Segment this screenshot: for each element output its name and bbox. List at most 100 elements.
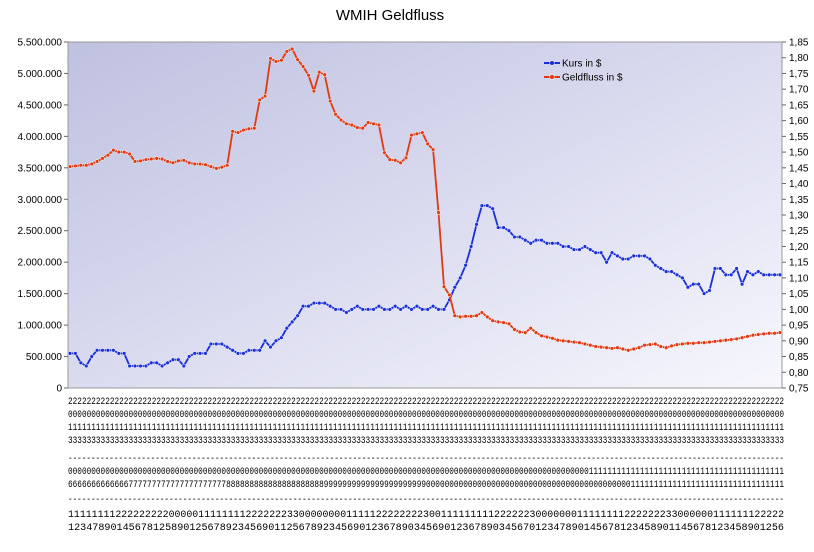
right-tick-label: 1,40	[789, 179, 809, 190]
data-point	[664, 269, 669, 274]
data-point	[577, 340, 582, 345]
data-point	[284, 326, 289, 331]
data-point	[761, 331, 766, 337]
data-point	[273, 59, 279, 64]
data-point	[588, 247, 593, 252]
data-point	[268, 56, 273, 61]
data-point	[593, 250, 598, 255]
data-point	[756, 332, 761, 337]
data-point	[642, 343, 647, 348]
data-point	[127, 151, 132, 157]
right-tick-label: 1,75	[789, 69, 809, 80]
data-point	[67, 351, 73, 356]
data-point	[653, 341, 658, 347]
data-point	[382, 150, 387, 155]
data-point	[344, 310, 349, 315]
data-point	[718, 338, 723, 343]
data-point	[636, 253, 642, 259]
data-point	[544, 334, 550, 340]
data-point	[609, 250, 615, 255]
data-point	[436, 210, 441, 215]
data-point	[181, 363, 186, 369]
data-point	[311, 300, 317, 306]
data-point	[734, 266, 739, 271]
data-point	[225, 163, 230, 168]
data-point	[598, 250, 604, 255]
data-point	[122, 149, 127, 155]
data-point	[100, 348, 105, 353]
data-point	[718, 266, 723, 271]
data-point	[636, 345, 642, 350]
data-point	[669, 343, 674, 349]
data-point	[414, 304, 420, 309]
left-tick-label: 500.000	[26, 352, 63, 363]
left-tick-label: 5.500.000	[18, 38, 63, 49]
data-point	[674, 342, 680, 347]
data-point	[322, 72, 327, 77]
data-point	[523, 330, 528, 335]
right-tick-label: 1,80	[789, 53, 809, 64]
data-point	[333, 307, 338, 312]
data-point	[89, 354, 94, 359]
data-point	[208, 341, 214, 347]
data-point	[485, 314, 490, 320]
right-tick-label: 1,55	[789, 132, 809, 143]
data-point	[387, 157, 392, 162]
right-tick-label: 0,85	[789, 352, 809, 363]
right-tick-label: 1,00	[789, 305, 809, 316]
data-point	[176, 357, 181, 362]
data-point	[615, 345, 620, 350]
data-point	[328, 98, 333, 104]
data-point	[701, 340, 707, 345]
data-point	[317, 300, 322, 306]
data-point	[550, 241, 555, 246]
data-point	[712, 266, 718, 271]
data-point	[349, 307, 354, 312]
right-tick-label: 0,80	[789, 368, 809, 379]
left-tick-label: 4.500.000	[18, 100, 63, 111]
data-point	[300, 64, 306, 69]
data-point	[653, 263, 658, 268]
data-point	[73, 163, 78, 169]
left-tick-label: 0	[56, 384, 62, 395]
plot-area	[67, 41, 783, 389]
data-point	[241, 351, 246, 356]
data-point	[691, 282, 696, 287]
legend: Kurs in $ Geldfluss in $	[544, 59, 623, 84]
data-point	[544, 241, 550, 246]
data-point	[94, 159, 100, 164]
data-point	[642, 253, 647, 259]
data-point	[696, 282, 701, 287]
data-point	[268, 344, 273, 350]
data-point	[539, 238, 544, 243]
data-point	[111, 348, 116, 353]
data-point	[474, 313, 479, 318]
data-point	[409, 132, 414, 138]
data-point	[154, 156, 159, 161]
x-label-row: 1234789014567812589012567892345690112567…	[68, 523, 784, 534]
data-point	[333, 112, 338, 117]
data-point	[452, 313, 457, 318]
chart-title: WMIH Geldfluss	[336, 7, 444, 24]
data-point	[165, 159, 170, 164]
data-point	[149, 360, 154, 365]
data-point	[566, 244, 571, 249]
data-point	[658, 344, 663, 349]
data-point	[669, 269, 674, 274]
data-point	[767, 272, 772, 277]
x-axis-labels: 2222222222222222222222222222222222222222…	[68, 397, 784, 534]
data-point	[116, 149, 121, 155]
data-point	[328, 304, 333, 309]
data-point	[685, 285, 691, 290]
data-point	[279, 58, 284, 63]
data-point	[761, 272, 766, 277]
data-point	[306, 73, 311, 78]
left-axis: 0 500.000 1.000.000 1.500.000 2.000.000 2.500…	[18, 38, 68, 395]
right-tick-label: 1,20	[789, 242, 809, 253]
data-point	[517, 329, 522, 335]
data-point	[533, 238, 539, 243]
left-tick-label: 4.000.000	[18, 132, 63, 143]
x-label-row: ----------------------------------------…	[68, 495, 784, 506]
data-point	[528, 326, 533, 331]
data-point	[187, 354, 192, 359]
